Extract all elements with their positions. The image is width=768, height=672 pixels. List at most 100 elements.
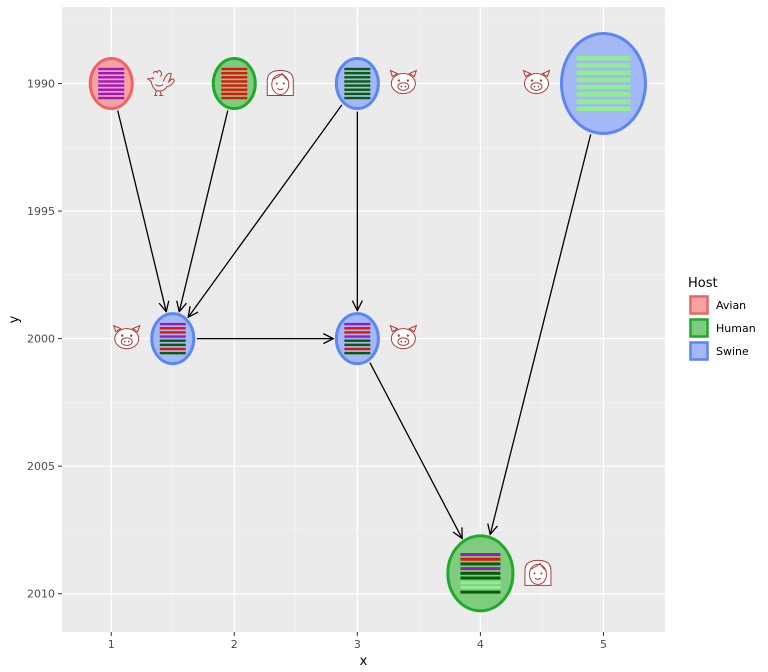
pig-face-icon <box>112 324 141 350</box>
segment-bar <box>344 71 371 75</box>
segment-bar <box>344 327 371 330</box>
pig-nostril-left <box>400 340 403 343</box>
segment-bar <box>159 343 186 347</box>
edge-arrow-n1-n5 <box>117 110 167 311</box>
node-ellipse <box>211 57 257 111</box>
node-n5 <box>112 312 196 366</box>
y-tick-label: 2000 <box>27 333 55 346</box>
segment-bar <box>221 76 248 79</box>
segment-bar <box>460 567 501 571</box>
segment-bar <box>344 322 371 326</box>
segment-bar <box>344 351 371 355</box>
segment-bar <box>159 322 186 326</box>
legend-label: Human <box>716 322 756 335</box>
x-tick-label: 2 <box>231 638 238 651</box>
pig-nostril-right <box>404 340 407 343</box>
segment-bar <box>221 80 248 83</box>
y-axis-ticks: 1990 1995 2000 2005 2010 <box>27 78 62 601</box>
node-ellipse <box>334 57 380 111</box>
pig-ear-right <box>131 324 141 333</box>
segment-bar <box>98 71 125 75</box>
rooster-eye <box>152 77 155 80</box>
pig-eye-left <box>397 334 401 337</box>
segment-bar <box>460 571 501 575</box>
segment-bar <box>344 347 371 351</box>
legend: Host Avian Human Swine <box>688 276 756 361</box>
woman-face <box>271 74 290 96</box>
segment-bar <box>221 88 248 91</box>
segment-bar <box>576 99 631 104</box>
segment-bar <box>576 92 631 97</box>
pig-snout <box>397 337 410 346</box>
pig-ear-right <box>408 324 418 333</box>
nodes <box>88 32 647 613</box>
rooster-comb <box>152 70 163 77</box>
segment-bar <box>159 331 186 334</box>
pig-ear-left <box>389 324 399 333</box>
segment-bar <box>98 84 125 87</box>
segment-bar <box>576 106 631 111</box>
legend-key-swatch <box>689 341 709 361</box>
pig-ear-left <box>389 69 399 78</box>
node-ellipse <box>559 32 647 136</box>
pig-nostril-right <box>404 85 407 88</box>
pig-ear-left <box>112 324 122 333</box>
x-axis-ticks: 1 2 3 4 5 <box>108 632 607 651</box>
segment-bar <box>576 84 631 90</box>
x-axis-title: x <box>360 654 368 669</box>
rooster-icon <box>146 70 175 97</box>
pig-snout <box>120 337 133 346</box>
segment-bar <box>460 581 501 585</box>
rooster-wing <box>154 84 164 87</box>
segment-bar <box>221 71 248 75</box>
y-tick-label: 2005 <box>27 460 55 473</box>
x-tick-label: 3 <box>354 638 361 651</box>
pig-face-icon <box>522 69 551 95</box>
pig-snout <box>530 82 543 91</box>
segment-bar <box>98 88 125 91</box>
segment-bar <box>460 585 501 589</box>
segment-bar <box>221 67 248 71</box>
rooster-body <box>146 77 168 92</box>
minor-grid <box>62 7 665 632</box>
pig-snout <box>397 82 410 91</box>
segment-bar <box>344 80 371 83</box>
pig-face-icon <box>389 324 418 350</box>
edge-arrow-n6-n7 <box>369 362 462 539</box>
y-tick-label: 1995 <box>27 205 55 218</box>
y-tick-label: 1990 <box>27 78 55 91</box>
legend-label: Avian <box>716 299 746 312</box>
segment-bar <box>460 557 501 561</box>
woman-eye-left <box>275 82 278 85</box>
node-ellipse <box>334 312 380 366</box>
segment-bar <box>344 343 371 347</box>
segment-bar <box>576 56 631 61</box>
x-tick-label: 5 <box>600 638 607 651</box>
segment-bar <box>344 96 371 100</box>
segment-bar <box>159 347 186 351</box>
legend-entry-avian: Avian <box>689 295 746 315</box>
segment-bar <box>344 339 371 342</box>
woman-mouth <box>534 577 542 580</box>
legend-title: Host <box>688 276 718 291</box>
legend-label: Swine <box>716 345 749 358</box>
segment-bar <box>159 351 186 355</box>
node-ellipse <box>150 312 196 366</box>
pig-eye-right <box>130 334 133 337</box>
pig-face-icon <box>389 69 418 95</box>
pig-eye-left <box>530 79 534 82</box>
node-n4 <box>522 32 647 136</box>
segment-bar <box>344 67 371 71</box>
woman-mouth <box>277 88 284 91</box>
node-n1 <box>88 57 175 111</box>
segment-bar <box>98 67 125 71</box>
segment-bar <box>460 590 501 594</box>
pig-eye-right <box>406 79 410 82</box>
segment-bar <box>344 88 371 91</box>
woman-face <box>528 563 547 585</box>
legend-entry-swine: Swine <box>689 341 749 361</box>
segment-bar <box>221 96 248 100</box>
node-ellipse <box>88 57 134 111</box>
node-n6 <box>334 312 418 366</box>
pig-nostril-right <box>537 85 540 88</box>
